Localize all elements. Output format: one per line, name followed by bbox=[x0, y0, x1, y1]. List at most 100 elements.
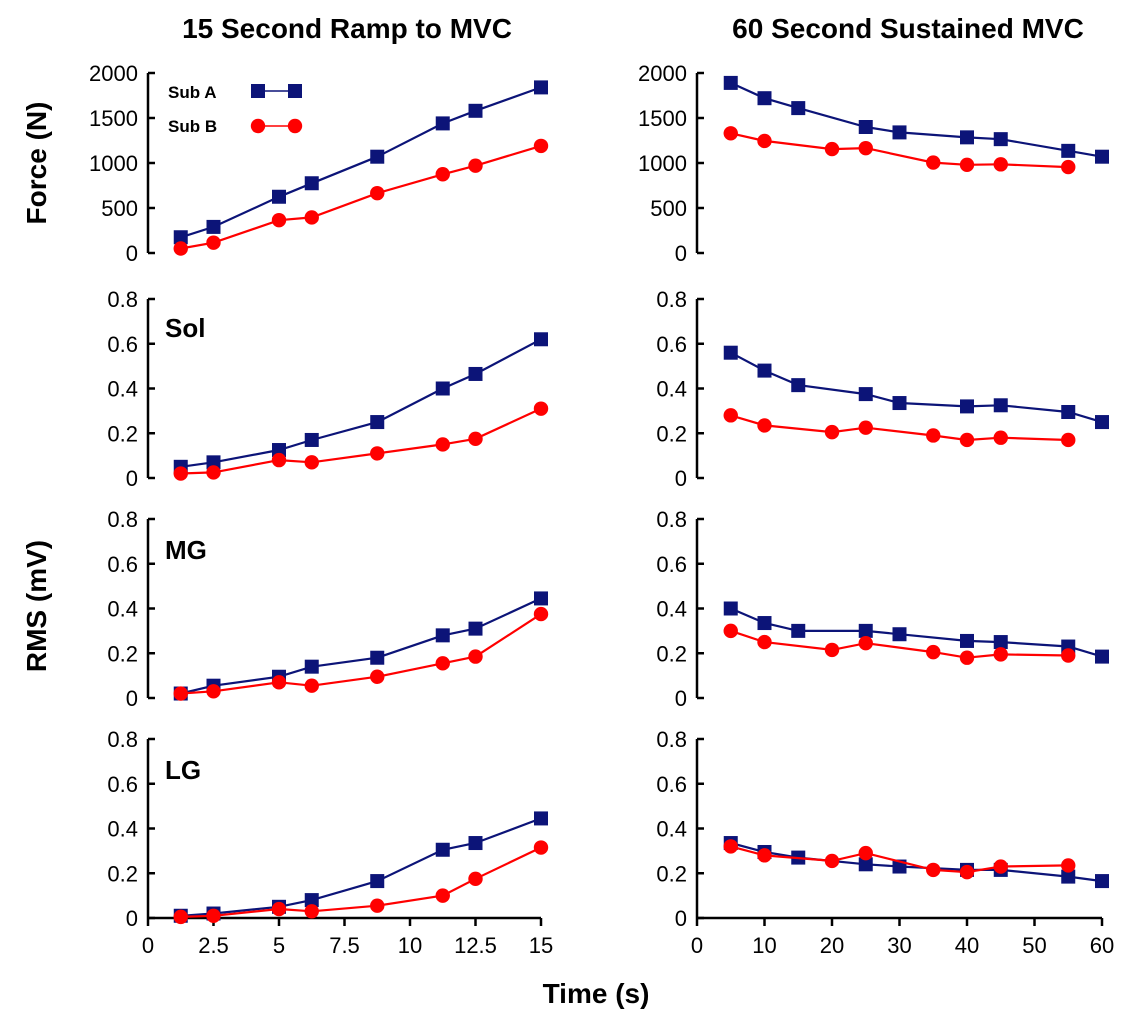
data-point-sub-b bbox=[858, 635, 873, 651]
data-point-sub-b bbox=[757, 634, 772, 650]
y-tick-label: 0.2 bbox=[656, 861, 687, 886]
data-point-sub-b bbox=[993, 647, 1008, 662]
data-point-sub-a bbox=[534, 332, 548, 347]
data-point-sub-a bbox=[435, 842, 450, 857]
data-point-sub-b bbox=[435, 656, 450, 671]
y-tick-label: 1000 bbox=[89, 151, 138, 176]
x-tick-label: 10 bbox=[398, 933, 422, 958]
data-point-sub-a bbox=[960, 130, 974, 145]
panel-sustained-force: 0 500 1000 1500 2000 bbox=[638, 61, 1109, 266]
data-point-sub-a bbox=[723, 345, 738, 360]
panel-ramp-lg: 0 0.2 0.4 0.6 0.8 0 2.5 5 7.5 10 12.5 15 LG bbox=[107, 727, 553, 958]
y-tick-label: 0 bbox=[126, 241, 138, 266]
y-tick-label: 0 bbox=[126, 466, 138, 491]
y-tick-label: 0.4 bbox=[107, 817, 138, 842]
y-tick-label: 2000 bbox=[638, 61, 687, 86]
legend-label-sub-a: Sub A bbox=[168, 83, 216, 102]
y-tick-label: 1500 bbox=[89, 106, 138, 131]
data-point-sub-a bbox=[468, 366, 483, 381]
data-point-sub-b bbox=[370, 669, 385, 684]
data-point-sub-a bbox=[206, 455, 221, 470]
data-point-sub-a bbox=[757, 616, 772, 631]
data-point-sub-b bbox=[858, 845, 873, 861]
y-tick-label: 0.4 bbox=[656, 817, 687, 842]
y-tick-label: 0.8 bbox=[656, 727, 687, 752]
data-point-sub-a bbox=[892, 396, 907, 411]
data-point-sub-b bbox=[271, 901, 287, 917]
legend: Sub A Sub B bbox=[168, 83, 303, 136]
x-axis-label: Time (s) bbox=[543, 978, 650, 1009]
data-point-sub-b bbox=[304, 678, 319, 693]
y-tick-label: 500 bbox=[101, 196, 138, 221]
data-point-sub-a bbox=[304, 893, 319, 908]
data-point-sub-a bbox=[272, 189, 286, 204]
data-point-sub-b bbox=[959, 432, 975, 448]
data-point-sub-b bbox=[993, 157, 1008, 172]
data-point-sub-b bbox=[993, 859, 1008, 874]
data-point-sub-b bbox=[723, 408, 738, 423]
data-point-sub-b bbox=[533, 401, 549, 416]
data-point-sub-a bbox=[206, 219, 221, 234]
x-tick-label: 40 bbox=[955, 933, 979, 958]
data-point-sub-a bbox=[1095, 649, 1109, 664]
data-point-sub-b bbox=[271, 212, 287, 228]
panel-label-mg: MG bbox=[165, 535, 207, 565]
data-point-sub-a bbox=[791, 623, 806, 638]
data-point-sub-b bbox=[304, 455, 319, 470]
x-tick-label: 60 bbox=[1090, 933, 1114, 958]
y-tick-label: 0 bbox=[675, 906, 687, 931]
data-point-sub-a bbox=[960, 399, 974, 414]
data-point-sub-b bbox=[533, 606, 549, 622]
data-point-sub-b bbox=[926, 862, 941, 878]
data-point-sub-b bbox=[271, 675, 287, 690]
data-point-sub-a bbox=[534, 811, 548, 826]
y-axis-label-force: Force (N) bbox=[21, 102, 52, 225]
panels: 0500100015002000050010001500200000.20.40… bbox=[89, 61, 1114, 958]
legend-marker-sub-b bbox=[250, 118, 303, 134]
y-tick-label: 0.6 bbox=[107, 552, 138, 577]
y-tick-label: 0.6 bbox=[656, 552, 687, 577]
data-point-sub-b bbox=[206, 465, 221, 480]
data-point-sub-b bbox=[824, 642, 840, 658]
data-point-sub-a bbox=[757, 363, 772, 378]
data-point-sub-b bbox=[370, 446, 385, 461]
data-point-sub-b bbox=[1061, 648, 1076, 663]
panel-sustained-sol: 0 0.2 0.4 0.6 0.8 bbox=[656, 287, 1109, 491]
y-tick-label: 0.2 bbox=[656, 641, 687, 666]
data-point-sub-a bbox=[468, 621, 483, 636]
series-line-sub-b bbox=[730, 414, 1069, 442]
data-point-sub-b bbox=[304, 904, 319, 919]
data-point-sub-a bbox=[858, 623, 873, 638]
x-tick-label: 10 bbox=[752, 933, 776, 958]
data-point-sub-a bbox=[1095, 874, 1109, 889]
data-point-sub-a bbox=[173, 230, 188, 245]
data-point-sub-a bbox=[1095, 149, 1109, 164]
data-point-sub-a bbox=[468, 103, 483, 118]
data-point-sub-b bbox=[926, 155, 941, 170]
data-point-sub-a bbox=[435, 116, 450, 131]
data-point-sub-a bbox=[304, 432, 319, 447]
data-point-sub-a bbox=[1061, 869, 1076, 884]
data-point-sub-b bbox=[993, 430, 1008, 445]
y-tick-label: 0 bbox=[126, 906, 138, 931]
data-point-sub-a bbox=[858, 387, 873, 402]
data-point-sub-b bbox=[271, 452, 287, 468]
x-tick-label: 0 bbox=[691, 933, 703, 958]
y-tick-label: 0.2 bbox=[656, 421, 687, 446]
data-point-sub-a bbox=[435, 381, 450, 396]
y-tick-label: 0.6 bbox=[656, 332, 687, 357]
data-point-sub-a bbox=[370, 415, 385, 430]
data-point-sub-a bbox=[791, 378, 806, 393]
data-point-sub-a bbox=[272, 443, 286, 458]
panel-label-lg: LG bbox=[165, 755, 201, 785]
data-point-sub-b bbox=[757, 133, 772, 149]
data-point-sub-b bbox=[926, 428, 941, 443]
series-line-sub-a bbox=[730, 841, 1103, 883]
data-point-sub-a bbox=[304, 176, 319, 191]
data-point-sub-a bbox=[960, 633, 974, 648]
series-line-sub-b bbox=[180, 144, 542, 250]
data-point-sub-b bbox=[468, 649, 483, 664]
data-point-sub-b bbox=[370, 185, 385, 201]
data-point-sub-a bbox=[304, 659, 319, 674]
data-point-sub-a bbox=[468, 836, 483, 851]
